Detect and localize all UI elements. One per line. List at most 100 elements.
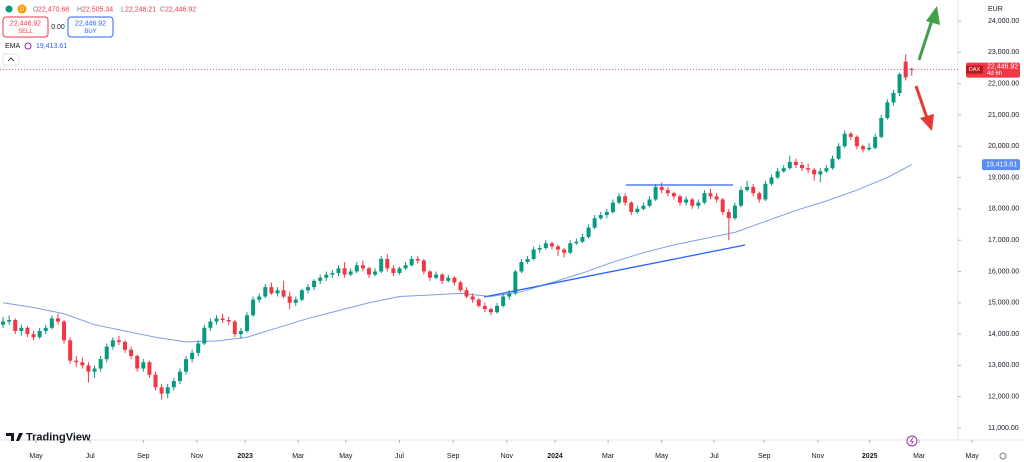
y-tick-label: 18,000.00 [988,206,1019,213]
candle-body [202,327,207,344]
candle-body [354,265,359,272]
candle-body [769,177,774,184]
symbol: DAX [969,67,981,73]
collapse-button[interactable] [2,53,20,66]
x-tick-label: Nov [191,453,204,460]
candle-body [854,136,859,147]
candle-body [257,296,262,300]
candle-body [147,362,152,375]
candle-body [299,290,304,300]
candle-body [775,171,780,178]
ohlc-value: 22,470.68 [38,6,69,13]
candle-body [726,211,731,219]
ohlc-value: 22,505.34 [82,6,113,13]
candle-body [507,293,512,297]
candle-body [342,268,347,275]
candle-body [519,262,524,272]
buy-box[interactable] [67,16,114,38]
events-bolt[interactable] [909,437,914,445]
trend-line [483,244,746,298]
y-tick-label: 24,000.00 [988,18,1019,25]
candle-body [245,315,250,331]
x-tick-label: Jul [86,453,95,460]
collapse-icon[interactable] [7,57,15,62]
candle-body [263,287,268,297]
candle-body [208,321,213,328]
candle-body [238,330,243,335]
candle-body [830,158,835,169]
y-tick-label: 20,000.00 [988,143,1019,150]
buy-price[interactable]: 22,446.92 [75,20,106,27]
buy-label[interactable]: BUY [84,29,96,35]
candle-body [556,246,561,250]
candle-body [159,387,164,394]
x-tick-label: 2024 [547,453,563,460]
candle-body [49,318,54,328]
x-tick-label: Sep [137,453,150,460]
x-tick-label: May [29,453,43,460]
candle-body [696,202,701,206]
candle-body [757,193,762,200]
candle-body [110,340,115,347]
x-tick-label: Jul [710,453,719,460]
candle-body [867,147,872,150]
candle-body [897,74,902,94]
events-icon[interactable] [906,435,918,447]
settings-icon[interactable] [999,452,1007,460]
candle-body [659,186,664,191]
candle-body [848,133,853,137]
candle-body [287,296,292,303]
down-arrow [914,85,934,131]
candle-body [165,387,170,394]
candle-body [409,258,414,266]
candle-body [488,309,493,313]
sell-box[interactable] [2,16,49,38]
sell-label[interactable]: SELL [18,29,33,35]
candle-body [403,265,408,269]
candle-body [324,274,329,278]
plot [0,54,958,400]
candle-body [123,341,128,350]
x-tick-label: Mar [292,453,305,460]
candle-body [318,277,323,281]
candle-body [818,171,823,175]
sell-button[interactable]: 22,446.92 SELL [2,16,49,38]
candle-body [824,168,829,172]
ema-tag-label: 19,413.61 [986,161,1017,168]
candle-body [543,243,548,248]
candle-body [720,199,725,212]
candle-body [751,186,756,194]
candle-body [842,133,847,147]
x-tick-label: 2025 [862,453,878,460]
y-tick-label: 13,000.00 [988,362,1019,369]
candle-body [196,343,201,353]
x-tick-label: May [655,453,669,460]
up-arrow [917,6,940,61]
candle-body [336,268,341,274]
logo: TradingView [6,431,91,443]
sell-price[interactable]: 22,446.92 [10,20,41,27]
candle-body [330,273,335,275]
ohlc-label: C [160,6,165,13]
y-tick-label: 21,000.00 [988,112,1019,119]
candle-body [458,282,463,291]
candle-body [43,327,48,331]
candle-body [275,290,280,294]
ohlc-label: O [33,6,39,13]
buy-button[interactable]: 22,446.92 BUY [67,16,114,38]
candle-body [525,258,530,263]
candle-body [7,319,12,322]
candle-body [220,318,225,320]
x-tick-label: May [339,453,353,460]
candle-body [586,227,591,238]
candle-body [641,205,646,209]
candle-body [37,330,42,338]
candle-body [549,243,554,247]
candle-body [427,271,432,278]
candle-body [568,243,573,253]
arrow-head [926,6,940,25]
candle-body [476,299,481,306]
candle-body [903,61,908,78]
candle-body [98,359,103,369]
